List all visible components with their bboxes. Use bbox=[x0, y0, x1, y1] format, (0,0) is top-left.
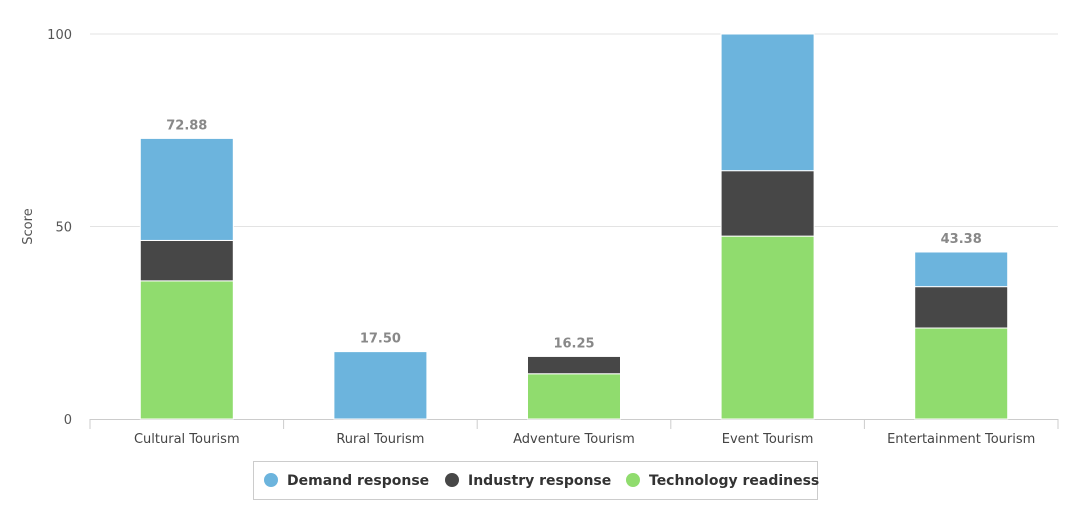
legend-marker bbox=[264, 473, 278, 487]
y-tick-label: 0 bbox=[64, 413, 72, 428]
bar-segment[interactable] bbox=[527, 373, 621, 420]
legend-label: Demand response bbox=[287, 473, 429, 489]
bar-segment[interactable] bbox=[720, 170, 815, 237]
legend-item[interactable]: Industry response bbox=[445, 473, 611, 489]
x-tick-label: Cultural Tourism bbox=[134, 432, 240, 447]
y-axis-label: Score bbox=[21, 208, 36, 244]
x-tick-label: Rural Tourism bbox=[336, 432, 424, 447]
bar-segment[interactable] bbox=[139, 280, 234, 420]
y-tick-label: 100 bbox=[47, 28, 72, 43]
bar-segment[interactable] bbox=[914, 251, 1009, 288]
bar-segment[interactable] bbox=[720, 33, 815, 172]
y-tick-label: 50 bbox=[55, 221, 72, 236]
gridlines bbox=[90, 33, 1058, 227]
bar-segment[interactable] bbox=[527, 355, 621, 375]
data-labels: 72.88 17.50 16.25 43.38 bbox=[166, 118, 982, 351]
total-data-label: 43.38 bbox=[941, 232, 982, 247]
bar-segment[interactable] bbox=[139, 239, 234, 282]
legend-box bbox=[253, 461, 818, 500]
bar-segment[interactable] bbox=[914, 286, 1009, 329]
legend-label: Industry response bbox=[468, 473, 611, 489]
bar-segment[interactable] bbox=[720, 235, 815, 420]
total-data-label: 72.88 bbox=[166, 118, 207, 133]
x-tick-label: Entertainment Tourism bbox=[887, 432, 1035, 447]
legend-marker bbox=[626, 473, 640, 487]
legend-label: Technology readiness bbox=[649, 473, 819, 489]
legend-item[interactable]: Demand response bbox=[264, 473, 429, 489]
x-tick-label: Adventure Tourism bbox=[513, 432, 635, 447]
bar-segment[interactable] bbox=[139, 137, 234, 241]
bar-segment[interactable] bbox=[333, 351, 428, 420]
x-tick-label: Event Tourism bbox=[722, 432, 814, 447]
legend-marker bbox=[445, 473, 459, 487]
axes: 0 50 100 Score Cultural Tourism Rural Tourism… bbox=[21, 28, 1059, 447]
bars bbox=[139, 33, 1009, 420]
total-data-label: 16.25 bbox=[553, 336, 594, 351]
legend-item[interactable]: Technology readiness bbox=[626, 473, 819, 489]
bar-segment[interactable] bbox=[914, 327, 1009, 420]
total-data-label: 17.50 bbox=[360, 332, 401, 347]
legend: Demand response Industry response Technolo… bbox=[253, 461, 819, 500]
